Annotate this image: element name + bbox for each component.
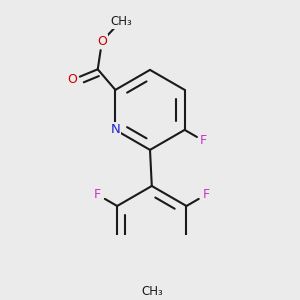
Text: O: O xyxy=(67,73,77,86)
Text: F: F xyxy=(94,188,101,201)
Text: CH₃: CH₃ xyxy=(141,284,163,298)
Text: CH₃: CH₃ xyxy=(110,15,132,28)
Text: O: O xyxy=(97,35,107,49)
Text: F: F xyxy=(202,188,209,201)
Text: F: F xyxy=(200,134,207,147)
Text: N: N xyxy=(110,123,120,136)
